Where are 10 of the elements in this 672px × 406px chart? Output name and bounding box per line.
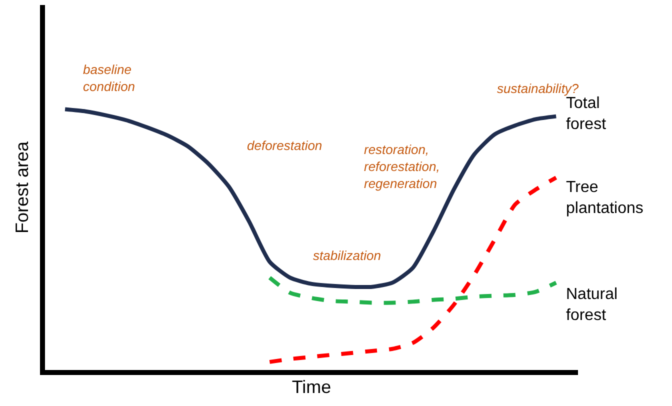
text: baseline condition xyxy=(83,62,136,94)
y-axis-title: Forest area xyxy=(12,140,32,234)
text: sustainability? xyxy=(497,81,580,96)
x-axis-title: Time xyxy=(292,377,332,398)
series-label: Tree plantations xyxy=(566,179,644,217)
series-label: Natural forest xyxy=(566,286,618,324)
annotation: stabilization xyxy=(313,248,381,263)
series-label: Total forest xyxy=(566,95,607,133)
annotation: deforestation xyxy=(247,138,322,153)
annotation: restoration, reforestation, regeneration xyxy=(364,142,440,191)
